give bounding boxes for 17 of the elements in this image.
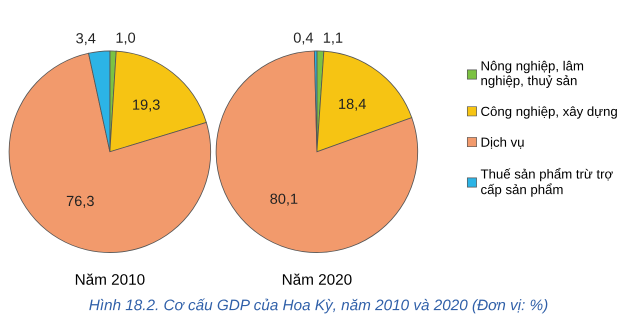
legend-label: Dịch vụ	[482, 137, 524, 149]
text: Hình 18.2. Cơ cấu GDP của Hoa Kỳ, năm 2010 và 2020 (Đơn vị: %)	[89, 298, 548, 314]
data-label: 1,0	[116, 32, 136, 45]
text: Năm 2020	[282, 273, 352, 285]
data-label: 80,1	[270, 194, 298, 206]
data-label: 1,1	[324, 32, 342, 45]
data-label: 76,3	[66, 196, 94, 208]
legend-label: Công nghiệp, xây dựng	[481, 106, 617, 119]
text: Năm 2010	[76, 273, 145, 285]
pie-slice	[8, 52, 212, 253]
data-label: 18,4	[339, 98, 366, 111]
legend-label: Thuế sản phẩm trừ trợ cấp sản phẩm	[480, 168, 613, 197]
pie-slice	[216, 50, 418, 253]
data-label: 19,3	[133, 99, 160, 112]
data-label: 3,4	[76, 33, 96, 46]
data-label: 0,4	[294, 32, 314, 45]
legend-label: Nông nghiệp, lâm nghiệp, thuỷ sản	[481, 60, 584, 88]
